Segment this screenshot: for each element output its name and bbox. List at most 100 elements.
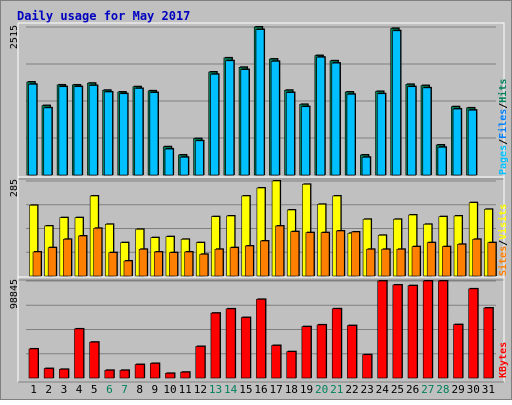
axis-max-label: 285 <box>9 179 20 197</box>
bar-pages-day-9 <box>149 92 159 176</box>
panels-layer: 2515Pages/Files/Hits285Sites/Visits98845… <box>9 22 509 383</box>
bar-kbytes-day-24 <box>377 280 388 379</box>
bar-sites-day-29 <box>457 244 466 277</box>
x-tick-label: 28 <box>436 383 449 396</box>
x-tick-label: 17 <box>270 383 283 396</box>
bar-sites-day-5 <box>93 228 102 277</box>
legend-separator: / <box>498 103 509 109</box>
bar-pages-day-23 <box>361 157 371 176</box>
bar-kbytes-day-8 <box>134 364 145 379</box>
bar-kbytes-day-31 <box>483 307 494 379</box>
bar-sites-day-25 <box>396 249 406 277</box>
bar-pages-day-24 <box>377 93 386 176</box>
legend-kbytes: KBytes <box>498 342 509 378</box>
x-tick-label: 25 <box>391 383 404 396</box>
legend-hits: Hits <box>497 79 509 103</box>
bar-kbytes-day-19 <box>301 326 312 379</box>
bar-pages-day-6 <box>104 91 113 176</box>
x-tick-label: 11 <box>179 383 192 396</box>
x-tick-label: 19 <box>300 383 313 396</box>
bar-pages-day-28 <box>437 147 447 176</box>
x-tick-label: 1 <box>30 383 37 396</box>
x-tick-label: 30 <box>467 383 480 396</box>
bar-kbytes-day-20 <box>316 324 327 379</box>
bar-pages-day-7 <box>119 93 128 176</box>
bar-sites-day-20 <box>320 232 330 277</box>
x-axis-labels: 1 2 3 4 5 6 7 8 9 10 11 12 13 14 15 16 17 18 19 20 21 22 23 24 2… <box>30 383 495 396</box>
bar-kbytes-day-3 <box>59 369 69 379</box>
x-tick-label: 22 <box>345 383 358 396</box>
bar-kbytes-day-28 <box>438 280 448 379</box>
x-tick-label: 4 <box>76 383 83 396</box>
bar-pages-day-17 <box>270 61 280 176</box>
bar-sites-day-16 <box>260 240 269 277</box>
kbytes-panel: 98845 KBytes <box>9 276 509 383</box>
x-tick-label: 21 <box>330 383 343 396</box>
bar-sites-day-8 <box>138 249 148 277</box>
bar-sites-day-28 <box>442 246 451 277</box>
x-tick-label: 6 <box>106 383 113 396</box>
bar-pages-day-5 <box>88 85 98 176</box>
series-legend: Sites/Visits <box>497 204 509 276</box>
bar-pages-day-22 <box>346 94 356 176</box>
bar-sites-day-26 <box>411 246 421 277</box>
bar-pages-day-12 <box>195 140 204 176</box>
bar-sites-day-11 <box>184 251 193 277</box>
bar-sites-day-7 <box>123 260 133 277</box>
bar-pages-day-2 <box>43 107 53 176</box>
bar-kbytes-day-10 <box>165 373 175 379</box>
bar-sites-day-12 <box>199 254 209 277</box>
bar-sites-day-14 <box>229 247 239 277</box>
bar-sites-day-2 <box>47 247 57 277</box>
series-legend: Pages/Files/Hits <box>497 79 509 175</box>
x-tick-label: 27 <box>421 383 434 396</box>
bar-kbytes-day-30 <box>468 288 478 379</box>
bar-kbytes-day-23 <box>362 354 372 379</box>
bar-kbytes-day-1 <box>28 348 39 379</box>
bar-sites-day-17 <box>275 225 284 277</box>
x-tick-label: 10 <box>163 383 176 396</box>
x-tick-label: 13 <box>209 383 222 396</box>
bar-kbytes-day-22 <box>347 325 357 379</box>
legend-files: Files <box>497 109 509 139</box>
bar-kbytes-day-11 <box>180 371 190 379</box>
bar-pages-day-1 <box>28 84 37 176</box>
x-tick-label: 18 <box>285 383 298 396</box>
x-tick-label: 12 <box>194 383 207 396</box>
legend-sites: Sites <box>497 246 509 276</box>
bar-sites-day-27 <box>426 242 436 277</box>
bar-pages-day-19 <box>301 106 310 176</box>
bar-kbytes-day-5 <box>89 341 99 379</box>
x-tick-label: 2 <box>45 383 52 396</box>
bar-pages-day-26 <box>407 86 416 176</box>
bar-sites-day-19 <box>305 232 315 277</box>
bar-kbytes-day-16 <box>256 299 266 379</box>
bar-kbytes-day-18 <box>286 351 297 379</box>
bar-pages-day-27 <box>422 87 432 176</box>
x-tick-label: 31 <box>482 383 495 396</box>
bar-sites-day-6 <box>108 252 118 277</box>
bar-pages-day-20 <box>316 57 325 176</box>
bar-kbytes-day-29 <box>453 324 463 379</box>
bar-kbytes-day-26 <box>407 285 418 379</box>
bar-kbytes-day-12 <box>195 346 206 379</box>
bar-kbytes-day-7 <box>119 370 130 379</box>
bar-pages-day-3 <box>58 86 68 176</box>
bar-sites-day-22 <box>351 231 360 277</box>
x-tick-label: 15 <box>239 383 252 396</box>
x-tick-label: 7 <box>121 383 128 396</box>
series-legend: KBytes <box>498 342 509 378</box>
bar-pages-day-16 <box>255 29 265 176</box>
bar-sites-day-24 <box>381 249 391 277</box>
x-tick-label: 14 <box>224 383 238 396</box>
bar-pages-day-8 <box>134 88 144 176</box>
legend-pages: Pages <box>498 145 509 175</box>
bar-sites-day-10 <box>169 252 178 277</box>
x-tick-label: 3 <box>61 383 68 396</box>
x-tick-label: 29 <box>451 383 464 396</box>
bar-sites-day-4 <box>78 235 87 277</box>
x-tick-label: 16 <box>254 383 267 396</box>
